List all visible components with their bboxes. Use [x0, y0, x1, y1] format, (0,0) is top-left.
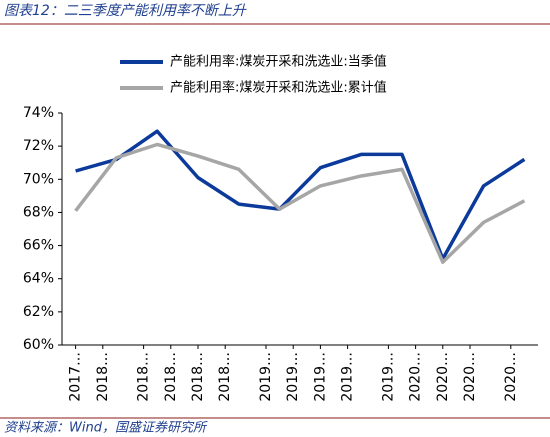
x-tick-label: 2018…	[217, 352, 233, 402]
x-tick-label: 2019…	[258, 352, 274, 402]
x-tick-label: 2018…	[95, 352, 111, 402]
x-tick-label: 2017…	[68, 352, 84, 402]
y-tick-label: 62%	[23, 304, 54, 320]
x-tick-label: 2020…	[503, 352, 519, 402]
y-tick-label: 74%	[23, 105, 54, 121]
y-tick-label: 68%	[23, 204, 54, 220]
x-tick-label: 2020…	[462, 352, 478, 402]
legend-label: 产能利用率:煤炭开采和洗选业:累计值	[170, 80, 387, 96]
legend-label: 产能利用率:煤炭开采和洗选业:当季值	[170, 54, 387, 70]
y-tick-label: 72%	[23, 138, 54, 154]
x-tick-label: 2020…	[408, 352, 424, 402]
x-tick-label: 2018…	[190, 352, 206, 402]
series-line	[75, 129, 526, 261]
x-tick-label: 2020…	[435, 352, 451, 402]
x-tick-label: 2019…	[285, 352, 301, 402]
y-tick-label: 60%	[23, 337, 54, 353]
x-tick-label: 2019…	[312, 352, 328, 402]
y-tick-label: 70%	[23, 171, 54, 187]
series-line	[74, 142, 526, 264]
chart-title: 图表12：二三季度产能利用率不断上升	[4, 3, 247, 19]
x-tick-label: 2018…	[163, 352, 179, 402]
source: 资料来源：Wind，国盛证券研究所	[4, 420, 208, 436]
x-tick-label: 2018…	[136, 352, 152, 402]
y-tick-label: 64%	[23, 271, 54, 287]
y-tick-label: 66%	[23, 238, 54, 254]
x-tick-label: 2019…	[380, 352, 396, 402]
x-tick-label: 2019…	[340, 352, 356, 402]
